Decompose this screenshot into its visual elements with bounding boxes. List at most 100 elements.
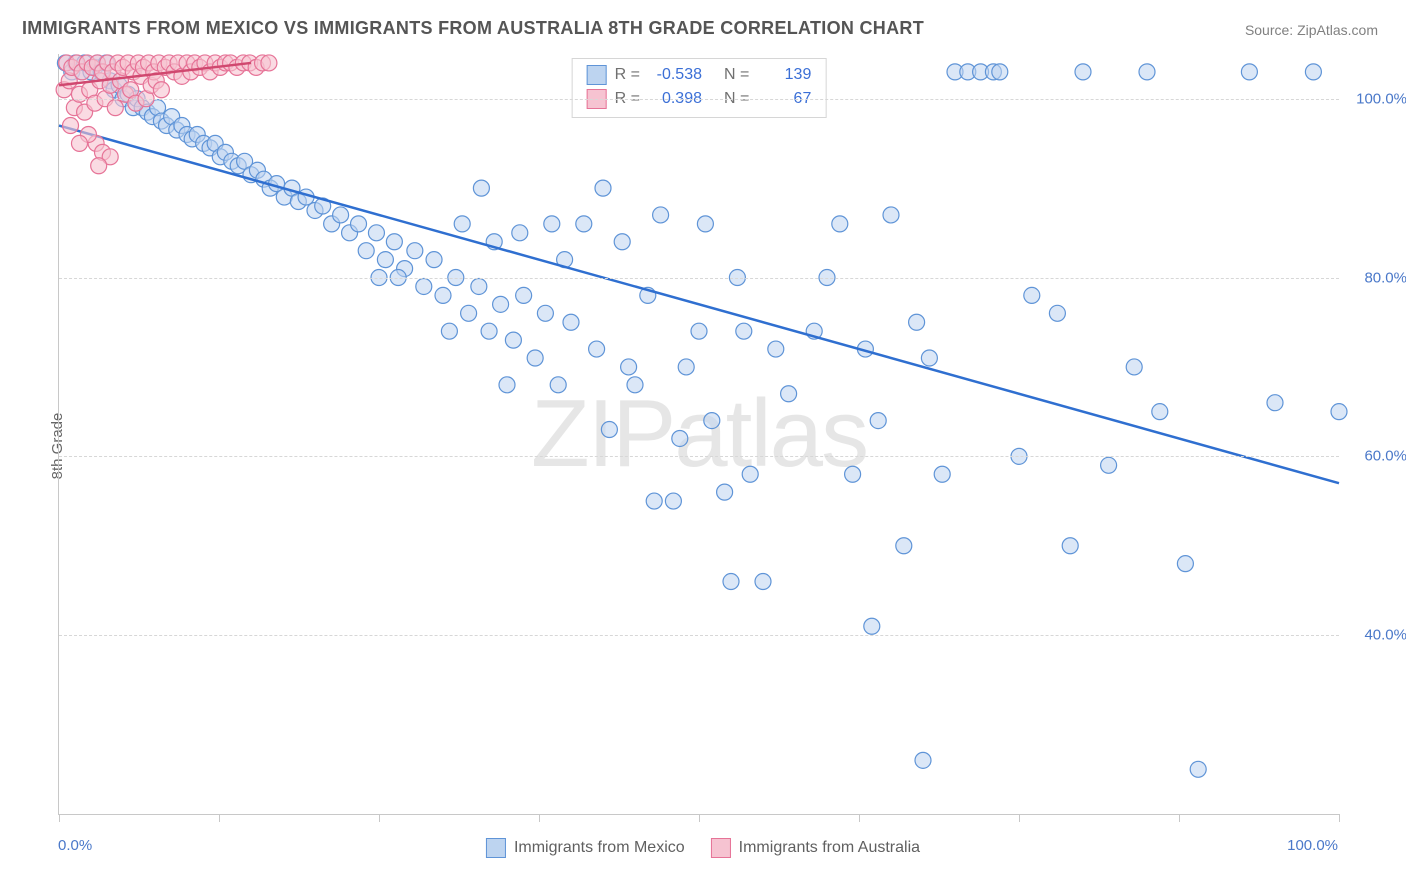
data-point [621,359,637,375]
data-point [471,278,487,294]
data-point [934,466,950,482]
x-end-label: 100.0% [1287,837,1338,854]
gridline [59,278,1339,279]
y-tick-label: 40.0% [1347,627,1406,644]
correlation-legend: R = -0.538 N = 139 R = 0.398 N = 67 [572,58,827,118]
data-point [473,180,489,196]
data-point [717,484,733,500]
data-point [992,64,1008,80]
data-point [512,225,528,241]
data-point [672,430,688,446]
swatch-australia-icon [711,838,731,858]
data-point [407,243,423,259]
data-point [589,341,605,357]
data-point [368,225,384,241]
data-point [1190,761,1206,777]
chart-title: IMMIGRANTS FROM MEXICO VS IMMIGRANTS FRO… [22,18,924,39]
data-point [1305,64,1321,80]
data-point [435,287,451,303]
y-tick-label: 60.0% [1347,448,1406,465]
data-point [678,359,694,375]
data-point [704,413,720,429]
data-point [1139,64,1155,80]
data-point [832,216,848,232]
legend-item-australia: Immigrants from Australia [711,838,920,858]
chart-svg [59,54,1339,814]
data-point [883,207,899,223]
data-point [550,377,566,393]
legend-item-mexico: Immigrants from Mexico [486,838,685,858]
data-point [755,574,771,590]
data-point [1152,404,1168,420]
source-label: Source: ZipAtlas.com [1245,22,1378,38]
data-point [505,332,521,348]
x-tick [1019,814,1020,822]
data-point [516,287,532,303]
y-tick-label: 80.0% [1347,269,1406,286]
x-tick [539,814,540,822]
data-point [665,493,681,509]
data-point [896,538,912,554]
data-point [627,377,643,393]
swatch-mexico-icon [587,65,607,85]
legend-label-mexico: Immigrants from Mexico [514,839,685,857]
data-point [1062,538,1078,554]
series-legend: Immigrants from Mexico Immigrants from A… [486,838,920,858]
data-point [351,216,367,232]
data-point [107,100,123,116]
data-point [781,386,797,402]
x-tick [699,814,700,822]
x-tick [859,814,860,822]
y-tick-label: 100.0% [1347,90,1406,107]
data-point [426,252,442,268]
data-point [691,323,707,339]
legend-row-mexico: R = -0.538 N = 139 [587,63,812,87]
data-point [441,323,457,339]
trend-line [59,126,1339,484]
data-point [1331,404,1347,420]
data-point [386,234,402,250]
gridline [59,635,1339,636]
x-start-label: 0.0% [58,837,92,854]
data-point [537,305,553,321]
data-point [870,413,886,429]
data-point [1177,556,1193,572]
data-point [864,618,880,634]
r-value-mexico: -0.538 [648,63,702,87]
data-point [481,323,497,339]
data-point [723,574,739,590]
x-tick [59,814,60,822]
data-point [1024,287,1040,303]
data-point [1049,305,1065,321]
gridline [59,456,1339,457]
data-point [1101,457,1117,473]
plot-area: ZIPatlas R = -0.538 N = 139 R = 0.398 N … [58,54,1339,815]
x-tick [219,814,220,822]
data-point [499,377,515,393]
data-point [71,135,87,151]
data-point [736,323,752,339]
r-label: R = [615,63,640,87]
data-point [358,243,374,259]
data-point [1241,64,1257,80]
data-point [377,252,393,268]
n-label: N = [724,63,749,87]
data-point [1267,395,1283,411]
data-point [91,158,107,174]
data-point [909,314,925,330]
data-point [576,216,592,232]
data-point [697,216,713,232]
x-tick [1179,814,1180,822]
x-tick [379,814,380,822]
gridline [59,99,1339,100]
data-point [333,207,349,223]
data-point [153,82,169,98]
data-point [845,466,861,482]
data-point [614,234,630,250]
n-value-mexico: 139 [757,63,811,87]
data-point [601,422,617,438]
data-point [493,296,509,312]
data-point [646,493,662,509]
data-point [261,55,277,71]
data-point [527,350,543,366]
